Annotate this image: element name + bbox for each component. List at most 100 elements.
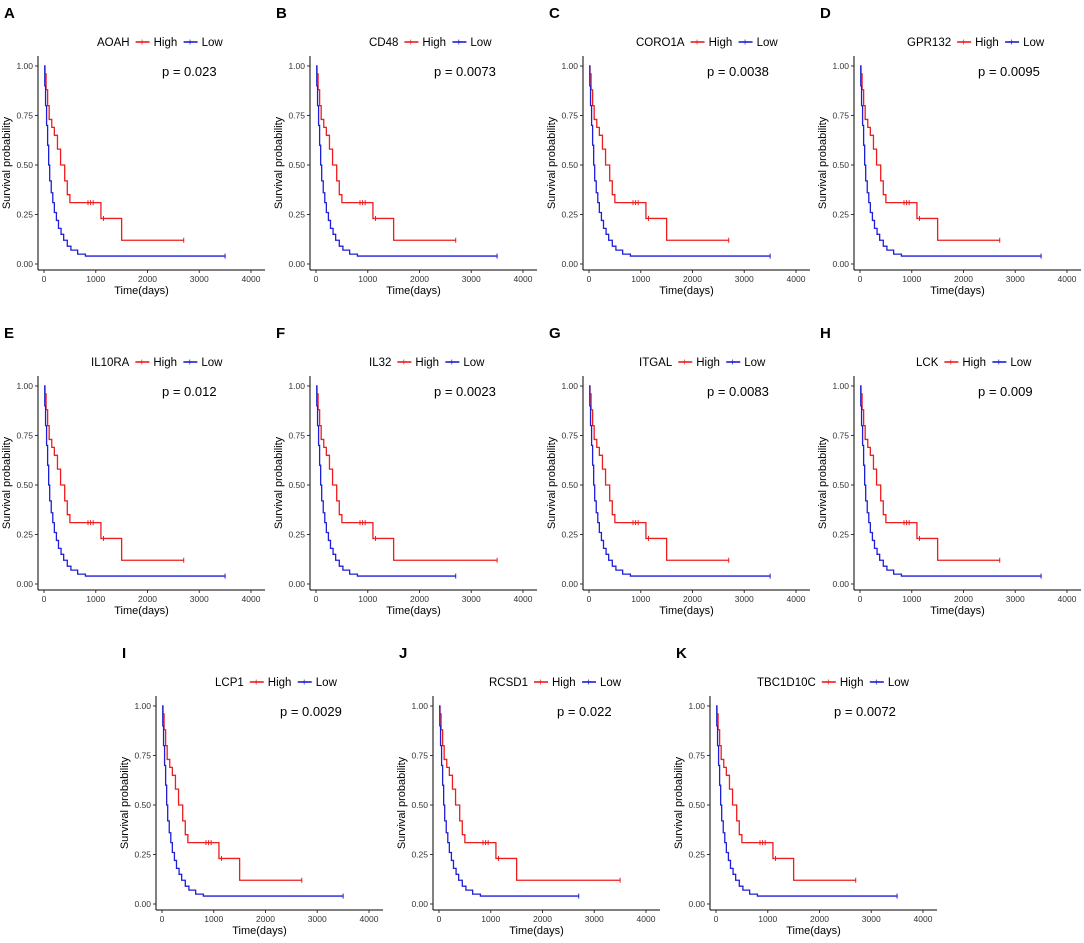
legend: TBC1D10C + High + Low [757,677,910,689]
p-value: p = 0.0038 [707,64,769,79]
km-curve-low [589,65,771,257]
x-tick-label: 3000 [190,274,209,284]
x-tick-label: 3000 [190,594,209,604]
legend-high-label: High [415,357,439,369]
legend-title: ITGAL [639,357,673,369]
y-tick-label: 0.00 [561,259,578,269]
y-tick-label: 0.75 [411,751,428,761]
y-tick-label: 0.75 [561,111,578,121]
panel-label: I [122,645,126,662]
x-tick-label: 2000 [954,594,973,604]
legend: LCP1 + High + Low [215,677,338,689]
x-tick-label: 0 [42,274,47,284]
legend-high-censor-mark: + [948,358,954,369]
x-tick-label: 1000 [204,914,223,924]
y-tick-label: 1.00 [688,701,705,711]
y-tick-label: 0.00 [561,579,578,589]
y-tick-label: 0.25 [411,850,428,860]
legend-high-censor-mark: + [825,678,831,689]
x-tick-label: 0 [160,914,165,924]
legend-high-label: High [709,37,733,49]
x-tick-label: 2000 [410,274,429,284]
legend-title: CD48 [369,37,398,49]
y-tick-label: 1.00 [561,381,578,391]
km-curve-low [860,65,1042,257]
x-tick-label: 4000 [787,594,806,604]
km-curve-low [162,705,344,897]
legend-high-label: High [840,677,864,689]
y-tick-label: 1.00 [288,381,305,391]
x-tick-label: 3000 [462,274,481,284]
x-axis-title: Time(days) [930,285,985,297]
p-value: p = 0.0029 [280,704,342,719]
x-tick-label: 1000 [358,274,377,284]
p-value: p = 0.0095 [978,64,1040,79]
km-curve-high [316,385,498,561]
legend-low-censor-mark: + [449,358,455,369]
legend-low-label: Low [316,677,338,689]
y-axis-title: Survival probability [546,116,558,209]
km-curve-high [162,705,302,881]
y-tick-label: 0.75 [288,431,305,441]
km-curve-high [716,705,856,881]
km-curve-low [589,385,771,577]
km-curve-high [860,65,1000,241]
x-axis-title: Time(days) [659,285,714,297]
x-axis-title: Time(days) [659,605,714,617]
legend: RCSD1 + High + Low [489,677,622,689]
y-tick-label: 0.25 [561,210,578,220]
x-axis-title: Time(days) [930,605,985,617]
y-axis-title: Survival probability [546,436,558,529]
p-value: p = 0.0023 [434,384,496,399]
km-curve-high [589,65,729,241]
y-tick-label: 0.75 [688,751,705,761]
x-axis-title: Time(days) [509,925,564,937]
panel-label: B [276,5,287,22]
y-tick-label: 0.50 [561,160,578,170]
x-tick-label: 4000 [242,274,261,284]
y-axis-title: Survival probability [817,116,829,209]
x-tick-label: 1000 [631,274,650,284]
panel-label: E [4,325,14,342]
legend-low-label: Low [600,677,622,689]
panel-label: C [549,5,560,22]
legend-title: AOAH [97,37,130,49]
legend-low-censor-mark: + [730,358,736,369]
panel-label: G [549,325,561,342]
x-tick-label: 1000 [481,914,500,924]
km-panel-i: I LCP1 + High + Low 0.00 0.25 0.50 0.75 1.00 0 1000 2… [119,645,383,937]
panel-label: D [820,5,831,22]
x-tick-label: 1000 [631,594,650,604]
x-tick-label: 3000 [1006,274,1025,284]
x-axis-title: Time(days) [786,925,841,937]
legend: LCK + High + Low [916,357,1032,369]
km-panel-c: C CORO1A + High + Low 0.00 0.25 0.50 0.75 1.00 0 100… [546,5,810,297]
y-tick-label: 1.00 [16,381,33,391]
km-curve-high [44,65,184,241]
y-tick-label: 0.00 [832,579,849,589]
panel-label: A [4,5,15,22]
y-tick-label: 1.00 [134,701,151,711]
x-tick-label: 4000 [242,594,261,604]
legend: CD48 + High + Low [369,37,492,49]
legend-low-censor-mark: + [742,38,748,49]
legend-low-censor-mark: + [456,38,462,49]
km-panel-b: B CD48 + High + Low 0.00 0.25 0.50 0.75 1.00 0 1000 2… [273,5,537,297]
p-value: p = 0.0072 [834,704,896,719]
legend-low-label: Low [757,37,779,49]
legend-high-label: High [422,37,446,49]
km-panel-j: J RCSD1 + High + Low 0.00 0.25 0.50 0.75 1.00 0 1000… [396,645,660,937]
y-tick-label: 1.00 [561,61,578,71]
y-axis-title: Survival probability [273,436,285,529]
panel-label: F [276,325,285,342]
x-tick-label: 3000 [862,914,881,924]
p-value: p = 0.0073 [434,64,496,79]
km-curve-low [44,385,226,577]
panel-label: J [399,645,407,662]
legend-high-label: High [153,357,177,369]
y-tick-label: 0.25 [688,850,705,860]
panel-label: K [676,645,687,662]
x-tick-label: 1000 [902,594,921,604]
x-tick-label: 3000 [585,914,604,924]
